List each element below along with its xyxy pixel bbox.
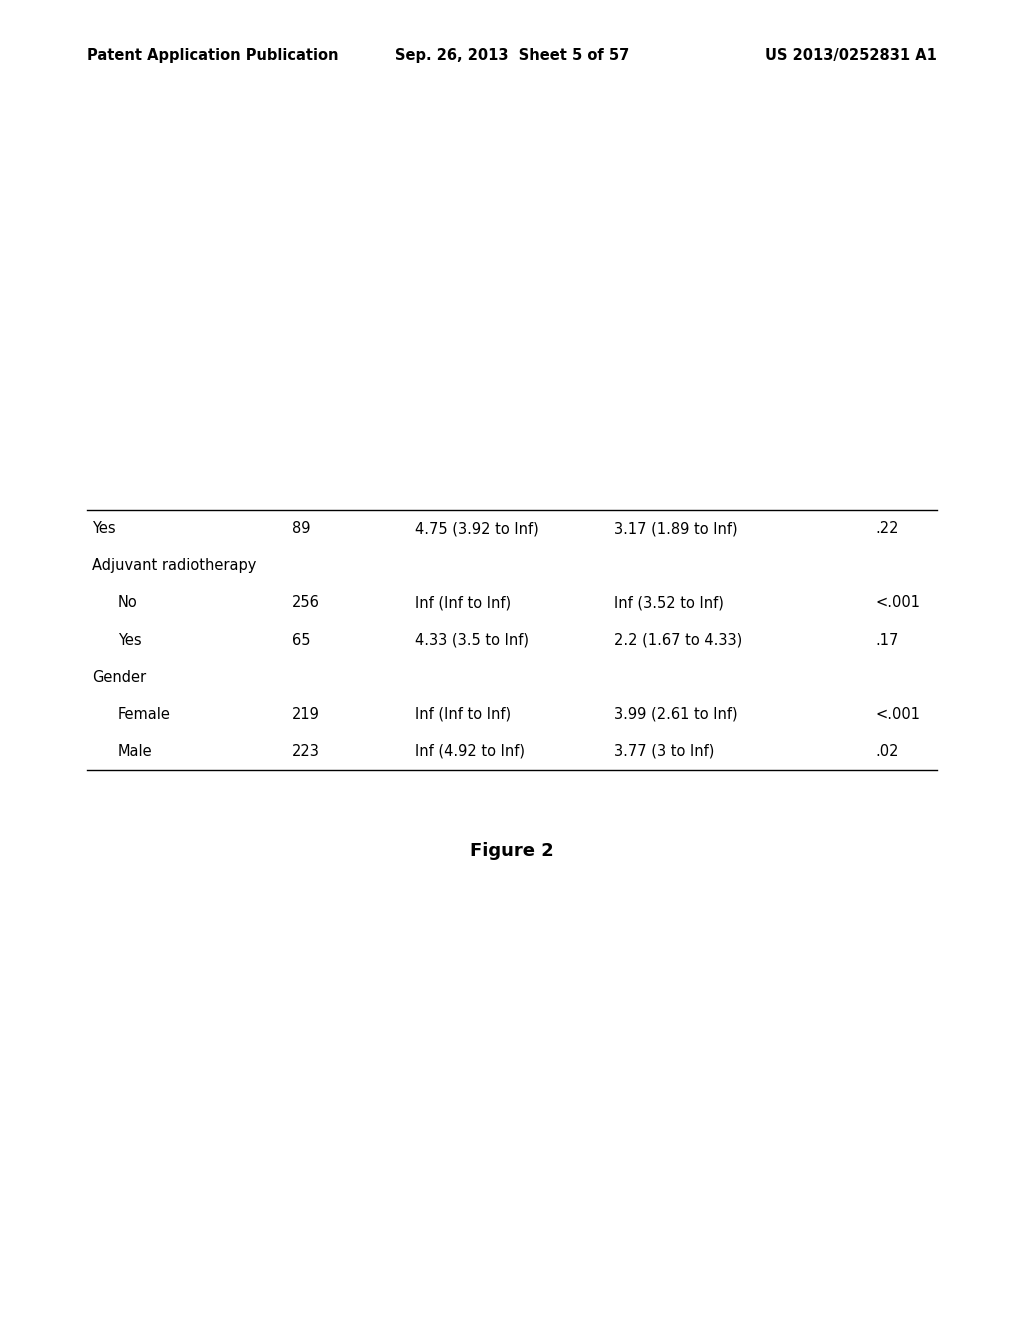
Text: Inf (Inf to Inf): Inf (Inf to Inf) <box>415 595 511 610</box>
Text: <.001: <.001 <box>876 595 921 610</box>
Text: Adjuvant radiotherapy: Adjuvant radiotherapy <box>92 558 257 573</box>
Text: 65: 65 <box>292 632 310 648</box>
Text: 4.75 (3.92 to Inf): 4.75 (3.92 to Inf) <box>415 521 539 536</box>
Text: Inf (4.92 to Inf): Inf (4.92 to Inf) <box>415 744 524 759</box>
Text: Inf (Inf to Inf): Inf (Inf to Inf) <box>415 706 511 722</box>
Text: 89: 89 <box>292 521 310 536</box>
Text: Inf (3.52 to Inf): Inf (3.52 to Inf) <box>614 595 724 610</box>
Text: .02: .02 <box>876 744 899 759</box>
Text: 3.99 (2.61 to Inf): 3.99 (2.61 to Inf) <box>614 706 738 722</box>
Text: Sep. 26, 2013  Sheet 5 of 57: Sep. 26, 2013 Sheet 5 of 57 <box>395 48 629 62</box>
Text: .17: .17 <box>876 632 899 648</box>
Text: .22: .22 <box>876 521 899 536</box>
Text: Male: Male <box>118 744 153 759</box>
Text: 3.17 (1.89 to Inf): 3.17 (1.89 to Inf) <box>614 521 738 536</box>
Text: Gender: Gender <box>92 669 146 685</box>
Text: Figure 2: Figure 2 <box>470 842 554 861</box>
Text: Patent Application Publication: Patent Application Publication <box>87 48 339 62</box>
Text: 2.2 (1.67 to 4.33): 2.2 (1.67 to 4.33) <box>614 632 742 648</box>
Text: Yes: Yes <box>92 521 116 536</box>
Text: Female: Female <box>118 706 171 722</box>
Text: 219: 219 <box>292 706 319 722</box>
Text: US 2013/0252831 A1: US 2013/0252831 A1 <box>765 48 937 62</box>
Text: 256: 256 <box>292 595 319 610</box>
Text: 3.77 (3 to Inf): 3.77 (3 to Inf) <box>614 744 715 759</box>
Text: <.001: <.001 <box>876 706 921 722</box>
Text: No: No <box>118 595 137 610</box>
Text: Yes: Yes <box>118 632 141 648</box>
Text: 223: 223 <box>292 744 319 759</box>
Text: 4.33 (3.5 to Inf): 4.33 (3.5 to Inf) <box>415 632 528 648</box>
